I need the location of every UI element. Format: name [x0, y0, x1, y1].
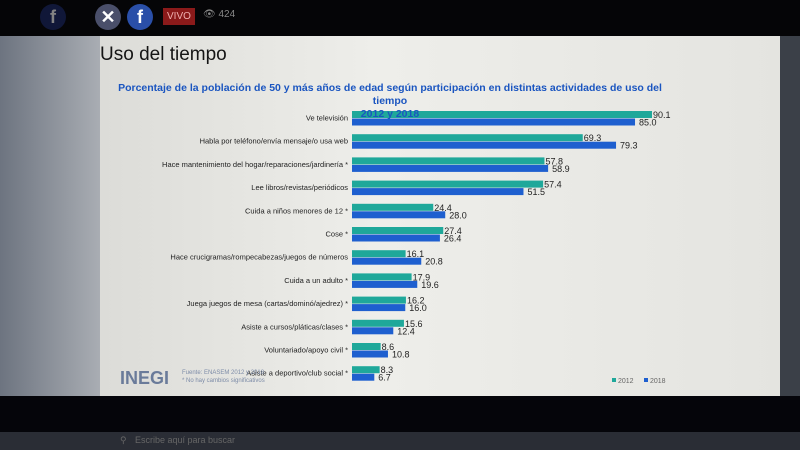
footer-source: Fuente: ENASEM 2012 y 2018 * No hay cambi… — [182, 369, 265, 385]
note-text: * No hay cambios significativos — [182, 378, 265, 384]
subtitle-line2: 2012 y 2018 — [360, 108, 420, 120]
search-icon[interactable]: ⚲ — [120, 435, 127, 445]
inegi-logo: INEGI — [120, 368, 170, 388]
source-text: Fuente: ENASEM 2012 y 2018 — [182, 370, 265, 376]
facebook-icon[interactable]: f — [40, 4, 66, 30]
facebook-icon[interactable]: f — [127, 4, 153, 30]
close-icon[interactable]: ✕ — [95, 4, 121, 30]
chart-subtitle: Porcentaje de la población de 50 y más a… — [100, 82, 680, 121]
background-page-right — [780, 36, 800, 396]
top-bar: f ✕ f VIVO 👁 424 — [0, 0, 800, 36]
background-page — [0, 36, 100, 396]
monitor-bezel — [0, 396, 800, 432]
chart-title: Uso del tiempo — [100, 44, 227, 65]
eye-icon: 👁 — [203, 9, 216, 20]
taskbar-search[interactable]: Escribe aquí para buscar — [135, 435, 236, 445]
views-value: 424 — [218, 9, 236, 20]
view-count: 👁 424 — [203, 9, 235, 20]
taskbar: ⚲ Escribe aquí para buscar — [0, 432, 800, 450]
live-badge: VIVO — [163, 8, 195, 25]
subtitle-line1: Porcentaje de la población de 50 y más a… — [118, 82, 662, 107]
